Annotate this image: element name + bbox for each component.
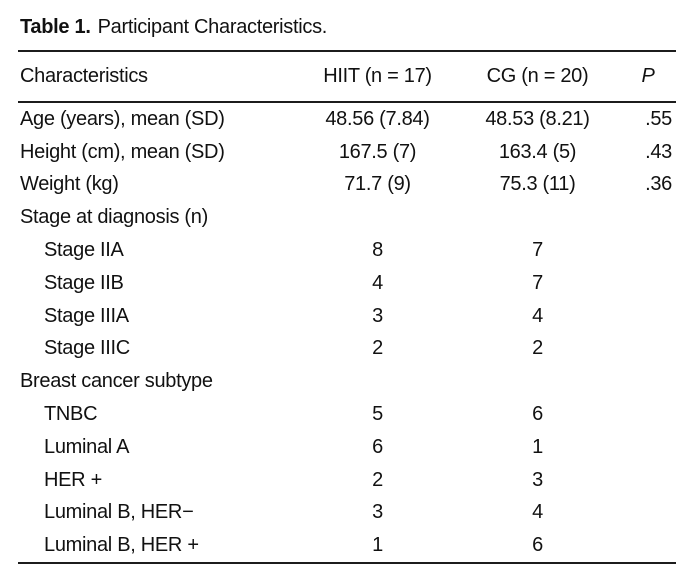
table-row: Stage IIA 8 7 [0, 234, 692, 267]
hiit-value: 2 [372, 337, 383, 360]
p-value: .55 [645, 107, 672, 130]
row-label: Stage IIB [44, 271, 124, 294]
cg-value: 4 [532, 501, 543, 524]
hiit-value: 3 [372, 304, 383, 327]
cg-value: 75.3 (11) [499, 173, 576, 196]
column-header-p: P [641, 65, 655, 87]
hiit-value: 8 [372, 239, 383, 262]
table-row: HER + 2 3 [0, 464, 692, 497]
row-label: Breast cancer subtype [20, 370, 213, 393]
hiit-value: 48.56 (7.84) [325, 107, 430, 130]
p-value: .43 [645, 140, 672, 163]
table-body: Age (years), mean (SD) 48.56 (7.84) 48.5… [0, 103, 692, 562]
hiit-value: 71.7 (9) [344, 173, 411, 196]
column-header-cg: CG (n = 20) [486, 65, 589, 87]
column-header-hiit: HIIT (n = 17) [323, 65, 432, 87]
header-rule [18, 101, 676, 103]
table-row: Luminal A 6 1 [0, 431, 692, 464]
table-row: Stage at diagnosis (n) [0, 201, 692, 234]
table-title-label: Table 1. [20, 16, 91, 38]
table-row: Weight (kg) 71.7 (9) 75.3 (11) .36 [0, 169, 692, 202]
row-label: Age (years), mean (SD) [20, 107, 225, 130]
row-label: Luminal B, HER + [44, 534, 199, 557]
row-label: Luminal A [44, 435, 130, 458]
table-row: Stage IIB 4 7 [0, 267, 692, 300]
cg-value: 2 [532, 337, 543, 360]
hiit-value: 4 [372, 271, 383, 294]
cg-value: 1 [532, 435, 543, 458]
table-title: Table 1. Participant Characteristics. [0, 0, 692, 40]
cg-value: 7 [532, 239, 543, 262]
table-row: Age (years), mean (SD) 48.56 (7.84) 48.5… [0, 103, 692, 136]
row-label: Stage at diagnosis (n) [20, 206, 208, 229]
table-header-row: Characteristics HIIT (n = 17) CG (n = 20… [0, 52, 692, 101]
table-row: Stage IIIC 2 2 [0, 333, 692, 366]
row-label: Stage IIIC [44, 337, 130, 360]
row-label: Height (cm), mean (SD) [20, 140, 225, 163]
row-label: TNBC [44, 403, 98, 426]
row-label: Weight (kg) [20, 173, 119, 196]
row-label: HER + [44, 468, 102, 491]
row-label: Luminal B, HER− [44, 501, 194, 524]
p-value: .36 [645, 173, 672, 196]
hiit-value: 6 [372, 435, 383, 458]
column-header-characteristics: Characteristics [20, 65, 148, 87]
hiit-value: 167.5 (7) [338, 140, 417, 163]
cg-value: 7 [532, 271, 543, 294]
table-title-text: Participant Characteristics. [97, 16, 328, 38]
table-row: Luminal B, HER− 3 4 [0, 497, 692, 530]
cg-value: 4 [532, 304, 543, 327]
cg-value: 48.53 (8.21) [485, 107, 590, 130]
table-row: Height (cm), mean (SD) 167.5 (7) 163.4 (… [0, 136, 692, 169]
cg-value: 3 [532, 468, 543, 491]
table-row: Stage IIIA 3 4 [0, 300, 692, 333]
bottom-rule [18, 562, 676, 565]
cg-value: 163.4 (5) [498, 140, 577, 163]
table-row: Breast cancer subtype [0, 365, 692, 398]
cg-value: 6 [532, 534, 543, 557]
row-label: Stage IIIA [44, 304, 129, 327]
hiit-value: 1 [372, 534, 383, 557]
cg-value: 6 [532, 403, 543, 426]
table-row: Luminal B, HER + 1 6 [0, 529, 692, 562]
hiit-value: 3 [372, 501, 383, 524]
table-row: TNBC 5 6 [0, 398, 692, 431]
hiit-value: 2 [372, 468, 383, 491]
top-rule [18, 50, 676, 52]
row-label: Stage IIA [44, 239, 124, 262]
hiit-value: 5 [372, 403, 383, 426]
